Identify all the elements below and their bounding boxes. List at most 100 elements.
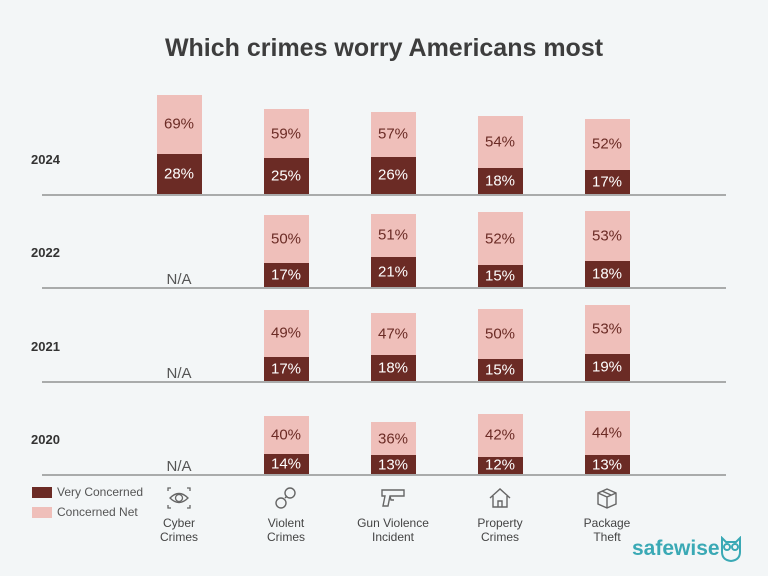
data-label-very-concerned: 18% xyxy=(591,265,623,283)
bar-very-concerned xyxy=(370,355,416,381)
year-label: 2020 xyxy=(31,432,60,447)
data-label-concerned-net: 50% xyxy=(484,325,516,343)
bar-very-concerned xyxy=(584,261,630,287)
bar-concerned-net xyxy=(370,422,416,456)
bar: 40% 14% xyxy=(263,416,309,474)
data-label-very-concerned: 26% xyxy=(377,166,409,184)
bar-very-concerned xyxy=(370,256,416,287)
bar-concerned-net xyxy=(584,304,630,354)
bar-concerned-net xyxy=(477,212,523,266)
bar-very-concerned xyxy=(370,455,416,474)
category-gun-violence: Gun Violence Incident xyxy=(343,486,443,544)
bar-very-concerned xyxy=(370,156,416,194)
data-label-concerned-net: 51% xyxy=(377,226,409,244)
bar-very-concerned xyxy=(477,168,523,194)
handcuffs-icon xyxy=(275,487,296,509)
bar-concerned-net xyxy=(477,116,523,169)
bar: 50% 15% xyxy=(477,309,523,381)
category-property-crimes: Property Crimes xyxy=(450,486,550,544)
data-label-very-concerned: 17% xyxy=(270,360,302,378)
year-label: 2022 xyxy=(31,245,60,260)
legend-very-concerned: Very Concerned xyxy=(32,485,143,499)
bar-very-concerned xyxy=(156,153,202,194)
data-label-very-concerned: 17% xyxy=(270,266,302,284)
safewise-logo: safewise xyxy=(632,536,742,562)
bar-concerned-net xyxy=(263,310,309,357)
bar: 44% 13% xyxy=(584,410,630,474)
baseline xyxy=(42,194,726,196)
house-icon xyxy=(489,488,511,508)
baseline xyxy=(42,287,726,289)
bar-concerned-net xyxy=(156,94,202,154)
legend-swatch-concerned-net xyxy=(32,506,52,518)
bar: 42% 12% xyxy=(477,413,523,474)
data-label-very-concerned: 14% xyxy=(270,455,302,473)
legend-swatch-very-concerned xyxy=(32,486,52,498)
bar-concerned-net xyxy=(477,309,523,360)
eye-icon xyxy=(167,487,191,509)
legend-label: Concerned Net xyxy=(57,505,138,519)
bar-concerned-net xyxy=(370,313,416,356)
data-label-concerned-net: 49% xyxy=(270,324,302,342)
data-label-concerned-net: 57% xyxy=(377,125,409,143)
bar-concerned-net xyxy=(370,111,416,157)
bar-concerned-net xyxy=(263,109,309,158)
data-label-very-concerned: 18% xyxy=(377,359,409,377)
bar-very-concerned xyxy=(477,456,523,474)
category-cyber-crimes: Cyber Crimes xyxy=(129,486,229,544)
baseline xyxy=(42,474,726,476)
year-label: 2021 xyxy=(31,339,60,354)
na-label: N/A xyxy=(166,458,192,475)
category-violent-crimes: Violent Crimes xyxy=(236,486,336,544)
bar-very-concerned xyxy=(263,453,309,474)
bar-concerned-net xyxy=(477,413,523,457)
data-label-very-concerned: 13% xyxy=(377,456,409,474)
data-label-concerned-net: 52% xyxy=(591,135,623,153)
data-label-very-concerned: 18% xyxy=(484,172,516,190)
data-label-very-concerned: 21% xyxy=(377,263,409,281)
package-icon xyxy=(597,488,617,509)
bar: 69% 28% xyxy=(156,94,202,194)
bar-concerned-net xyxy=(263,215,309,263)
bar: 54% 18% xyxy=(477,116,523,194)
bar: 36% 13% xyxy=(370,422,416,474)
data-label-very-concerned: 12% xyxy=(484,456,516,474)
bar-concerned-net xyxy=(584,410,630,456)
bar-very-concerned xyxy=(477,265,523,287)
bar-concerned-net xyxy=(584,119,630,170)
bar: 47% 18% xyxy=(370,313,416,381)
bar-very-concerned xyxy=(584,169,630,194)
data-label-concerned-net: 54% xyxy=(484,133,516,151)
chart-title: Which crimes worry Americans most xyxy=(164,34,604,62)
bar-concerned-net xyxy=(263,416,309,454)
data-label-concerned-net: 47% xyxy=(377,325,409,343)
baseline xyxy=(42,381,726,383)
data-label-very-concerned: 15% xyxy=(484,267,516,285)
bar: 51% 21% xyxy=(370,213,416,287)
data-label-concerned-net: 50% xyxy=(270,230,302,248)
bar-very-concerned xyxy=(477,359,523,381)
data-label-concerned-net: 36% xyxy=(377,430,409,448)
owl-icon xyxy=(720,536,741,562)
data-label-very-concerned: 17% xyxy=(591,173,623,191)
data-label-concerned-net: 44% xyxy=(591,424,623,442)
bar: 52% 15% xyxy=(477,212,523,287)
bar-concerned-net xyxy=(584,210,630,262)
data-label-concerned-net: 69% xyxy=(163,115,195,133)
bar: 57% 26% xyxy=(370,111,416,194)
gun-icon xyxy=(381,489,405,507)
data-label-very-concerned: 13% xyxy=(591,456,623,474)
data-label-very-concerned: 25% xyxy=(270,167,302,185)
data-label-very-concerned: 19% xyxy=(591,358,623,376)
bar-very-concerned xyxy=(263,157,309,194)
category-package-theft: Package Theft xyxy=(557,486,657,544)
data-label-concerned-net: 40% xyxy=(270,426,302,444)
legend-label: Very Concerned xyxy=(57,485,144,499)
bar-very-concerned xyxy=(263,356,309,381)
legend-concerned-net: Concerned Net xyxy=(32,505,138,519)
year-label: 2024 xyxy=(31,152,60,167)
bar-very-concerned xyxy=(263,262,309,287)
bar: 49% 17% xyxy=(263,310,309,381)
data-label-concerned-net: 59% xyxy=(270,125,302,142)
data-label-concerned-net: 42% xyxy=(484,426,516,444)
